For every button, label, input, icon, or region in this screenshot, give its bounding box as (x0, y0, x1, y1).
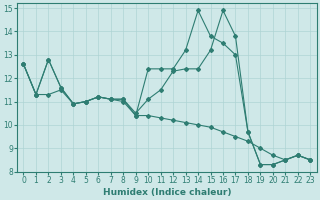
X-axis label: Humidex (Indice chaleur): Humidex (Indice chaleur) (103, 188, 231, 197)
